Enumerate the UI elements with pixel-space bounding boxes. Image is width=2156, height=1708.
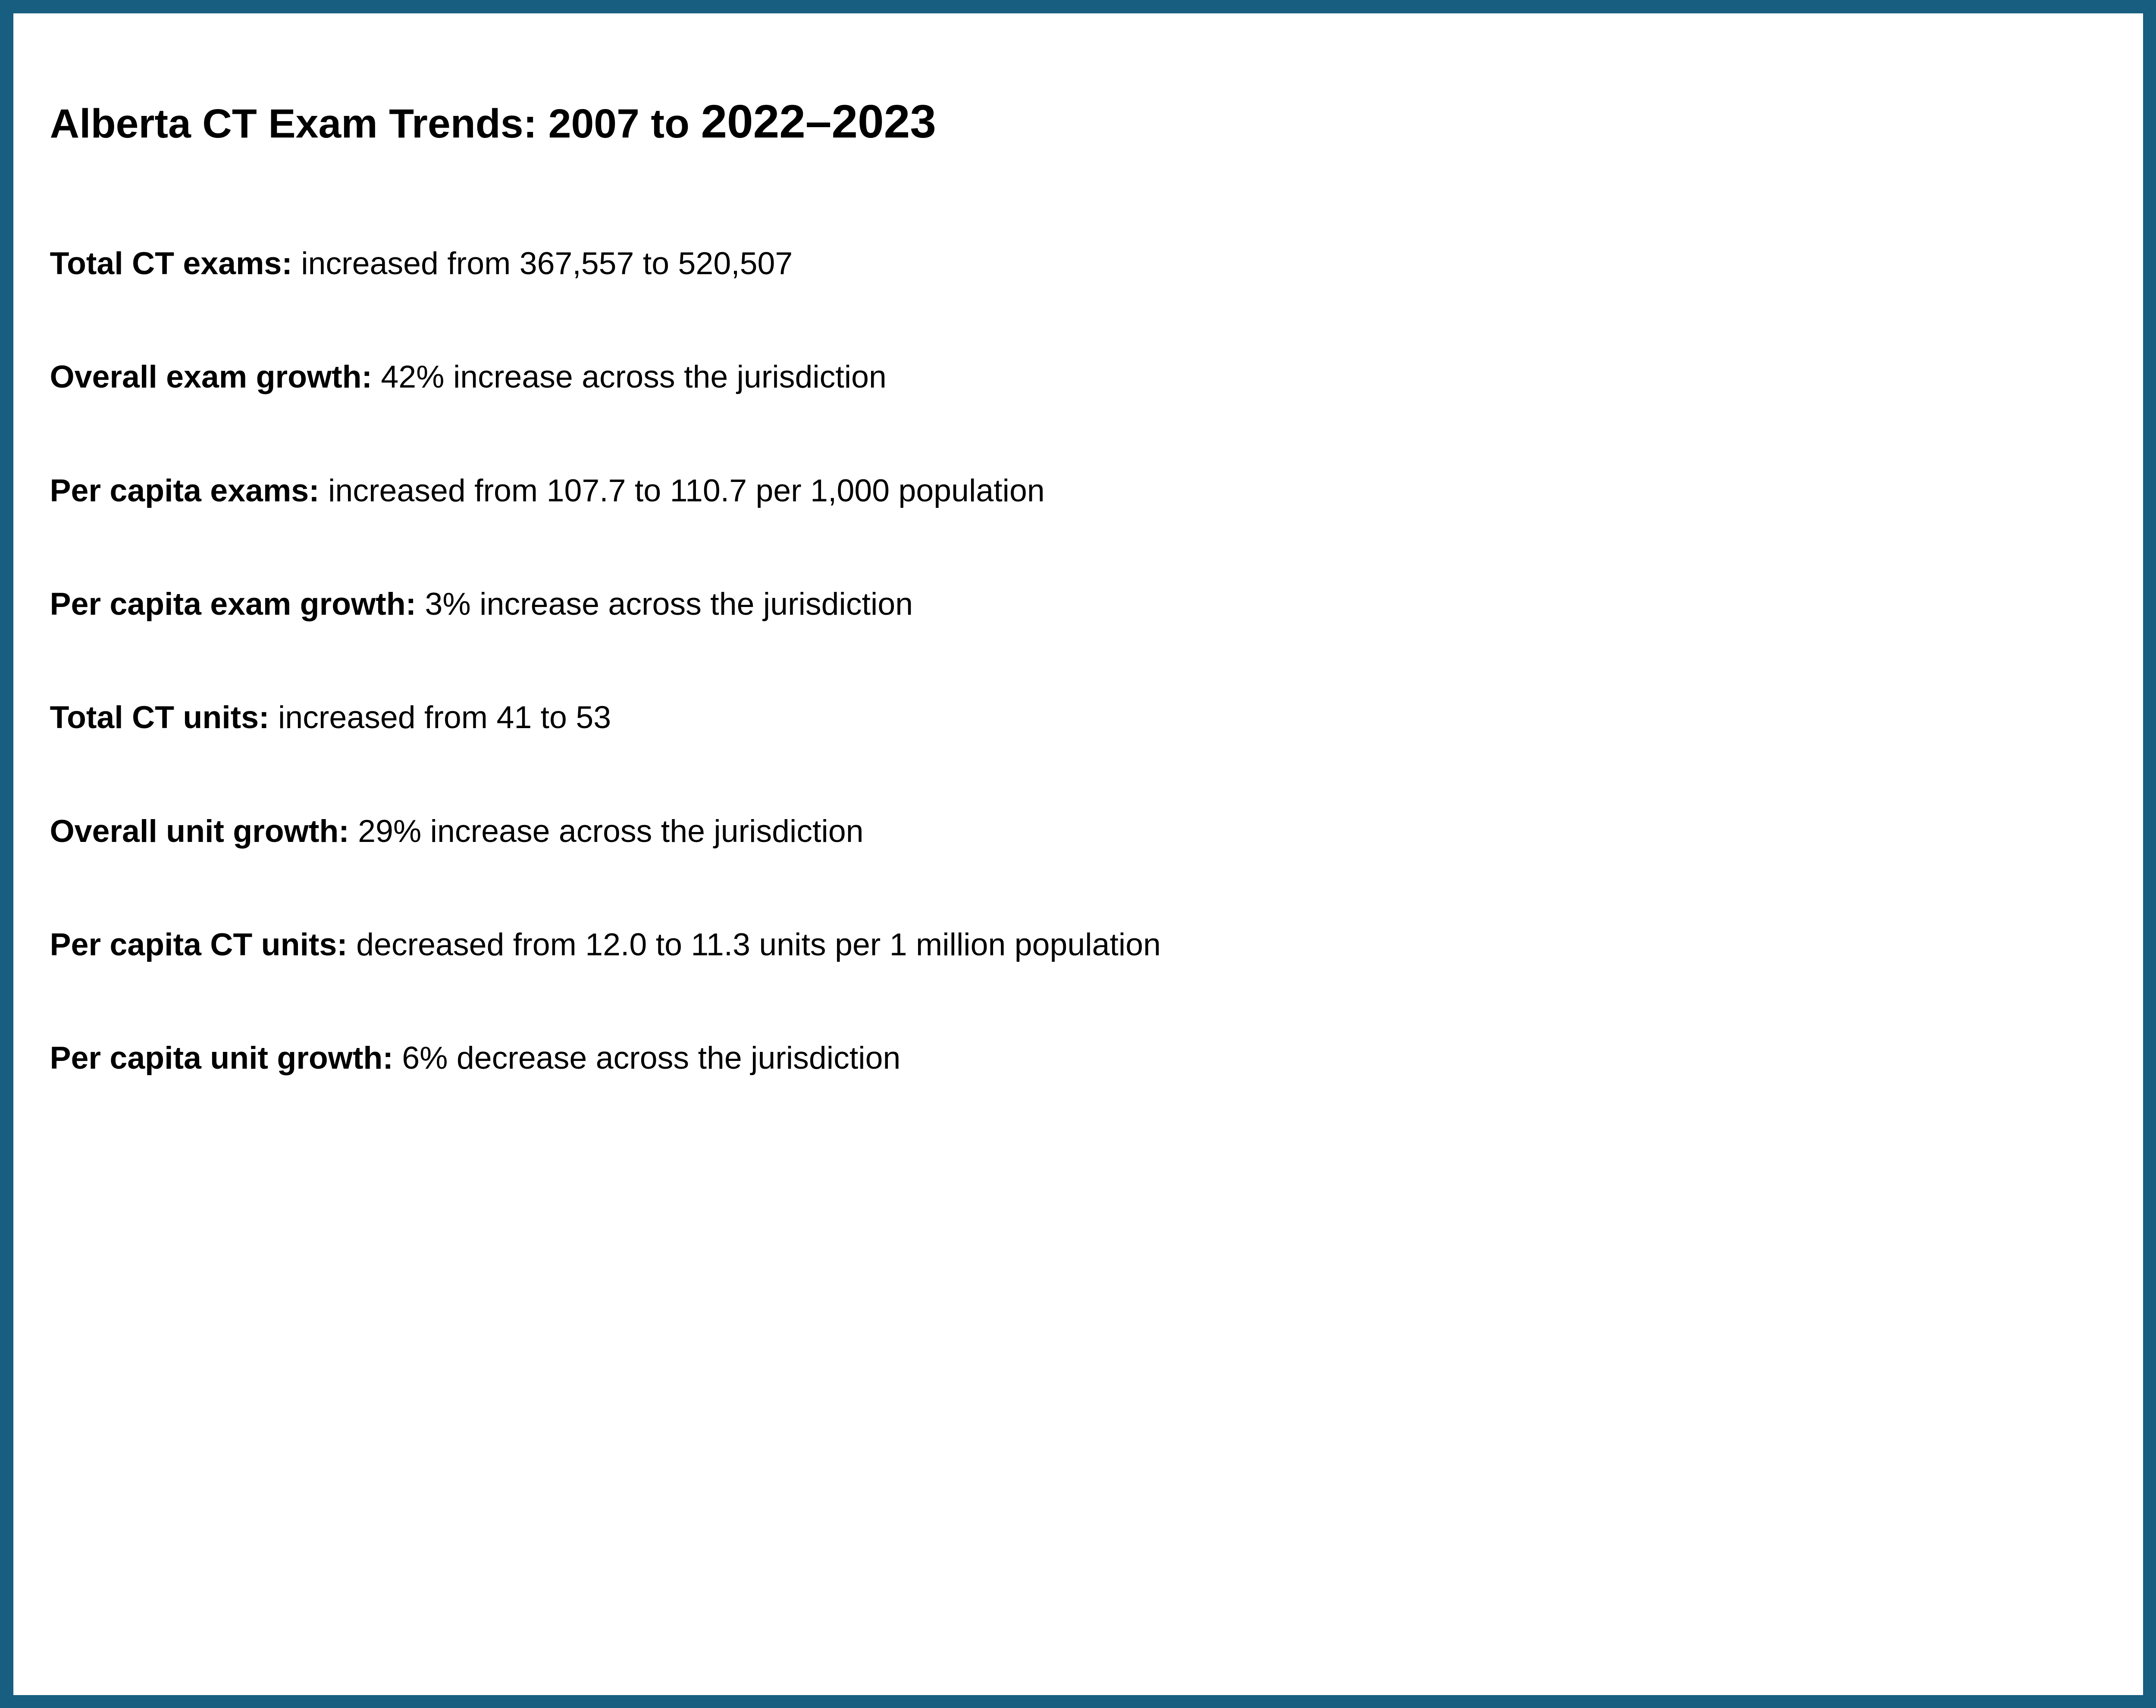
stat-line-per-capita-unit-growth: Per capita unit growth: 6% decrease acro… [50, 1038, 2109, 1078]
title-year-range: 2022–2023 [701, 95, 937, 148]
stat-label: Per capita exams: [50, 472, 320, 508]
stat-value: decreased from 12.0 to 11.3 units per 1 … [356, 926, 1161, 963]
summary-card: Alberta CT Exam Trends: 2007 to 2022–202… [13, 13, 2143, 1695]
page-title: Alberta CT Exam Trends: 2007 to 2022–202… [50, 94, 2109, 150]
stat-label: Per capita CT units: [50, 926, 348, 963]
stat-label: Overall exam growth: [50, 359, 373, 395]
stat-value: 3% increase across the jurisdiction [425, 585, 913, 622]
stat-label: Per capita unit growth: [50, 1040, 393, 1076]
stat-label: Per capita exam growth: [50, 585, 417, 622]
stat-label: Overall unit growth: [50, 813, 349, 849]
stat-label: Total CT units: [50, 699, 270, 735]
stat-value: increased from 107.7 to 110.7 per 1,000 … [328, 472, 1045, 508]
stat-line-overall-exam-growth: Overall exam growth: 42% increase across… [50, 357, 2109, 397]
stat-value: increased from 367,557 to 520,507 [301, 245, 793, 281]
stat-line-total-ct-exams: Total CT exams: increased from 367,557 t… [50, 244, 2109, 283]
stat-label: Total CT exams: [50, 245, 292, 281]
stat-value: increased from 41 to 53 [278, 699, 611, 735]
stat-value: 6% decrease across the jurisdiction [402, 1040, 901, 1076]
stat-line-per-capita-exams: Per capita exams: increased from 107.7 t… [50, 471, 2109, 510]
stat-value: 42% increase across the jurisdiction [381, 359, 887, 395]
stat-value: 29% increase across the jurisdiction [358, 813, 864, 849]
title-prefix: Alberta CT Exam Trends: 2007 to [50, 100, 701, 147]
stat-line-overall-unit-growth: Overall unit growth: 29% increase across… [50, 811, 2109, 851]
stat-line-total-ct-units: Total CT units: increased from 41 to 53 [50, 698, 2109, 737]
stat-line-per-capita-ct-units: Per capita CT units: decreased from 12.0… [50, 925, 2109, 964]
stat-line-per-capita-exam-growth: Per capita exam growth: 3% increase acro… [50, 584, 2109, 624]
